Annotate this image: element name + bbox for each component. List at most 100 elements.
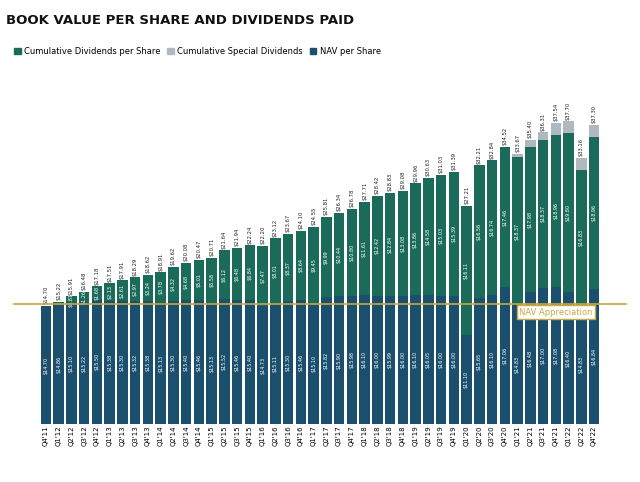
Text: $15.46: $15.46 bbox=[235, 353, 239, 371]
Text: $18.96: $18.96 bbox=[591, 204, 596, 221]
Bar bbox=[436, 175, 446, 295]
Text: $13.08: $13.08 bbox=[401, 235, 405, 252]
Text: $15.22: $15.22 bbox=[56, 282, 61, 300]
Text: $15.38: $15.38 bbox=[145, 354, 150, 371]
Text: $4.32: $4.32 bbox=[171, 277, 176, 291]
Bar bbox=[283, 234, 293, 301]
Text: $37.54: $37.54 bbox=[554, 103, 558, 121]
Text: $25.81: $25.81 bbox=[324, 197, 329, 215]
Text: $16.83: $16.83 bbox=[579, 229, 584, 246]
Bar bbox=[576, 305, 586, 424]
Bar bbox=[576, 158, 586, 170]
Text: $6.84: $6.84 bbox=[248, 266, 252, 280]
Text: $29.96: $29.96 bbox=[413, 163, 418, 182]
Bar bbox=[296, 230, 306, 300]
Text: $15.32: $15.32 bbox=[132, 354, 138, 371]
Bar bbox=[423, 295, 433, 424]
Bar bbox=[104, 283, 115, 301]
Bar bbox=[487, 161, 497, 295]
Text: $16.56: $16.56 bbox=[477, 223, 482, 241]
Text: $15.13: $15.13 bbox=[158, 355, 163, 372]
Bar bbox=[168, 301, 179, 424]
Bar bbox=[550, 134, 561, 287]
Bar bbox=[550, 287, 561, 424]
Bar bbox=[92, 286, 102, 300]
Text: $15.98: $15.98 bbox=[349, 351, 355, 368]
Bar bbox=[563, 134, 574, 293]
Bar bbox=[168, 267, 179, 301]
Text: $17.18: $17.18 bbox=[95, 266, 99, 284]
Bar bbox=[104, 301, 115, 424]
Bar bbox=[143, 275, 153, 301]
Text: $37.30: $37.30 bbox=[591, 105, 596, 123]
Text: $17.46: $17.46 bbox=[502, 208, 508, 226]
Bar bbox=[219, 299, 230, 424]
Bar bbox=[563, 121, 574, 134]
Text: $28.42: $28.42 bbox=[375, 176, 380, 194]
Text: $14.70: $14.70 bbox=[44, 286, 49, 305]
Text: $16.48: $16.48 bbox=[528, 349, 533, 366]
Bar bbox=[66, 296, 77, 303]
Text: $20.47: $20.47 bbox=[196, 240, 202, 258]
Bar bbox=[207, 258, 217, 303]
Text: $33.67: $33.67 bbox=[515, 134, 520, 152]
Bar bbox=[334, 213, 344, 296]
Bar bbox=[244, 300, 255, 424]
Bar bbox=[79, 302, 90, 424]
Text: $32.21: $32.21 bbox=[477, 146, 482, 164]
Text: $15.30: $15.30 bbox=[120, 354, 125, 371]
Text: $2.13: $2.13 bbox=[107, 285, 112, 299]
Bar bbox=[54, 305, 64, 424]
Bar bbox=[410, 184, 421, 295]
Bar bbox=[525, 147, 536, 292]
Text: $15.30: $15.30 bbox=[171, 354, 176, 371]
Bar bbox=[500, 287, 510, 424]
Text: $21.64: $21.64 bbox=[222, 230, 227, 249]
Text: $15.46: $15.46 bbox=[298, 353, 303, 371]
Text: $18.62: $18.62 bbox=[145, 254, 150, 273]
Text: $15.10: $15.10 bbox=[311, 355, 316, 372]
Text: $22.24: $22.24 bbox=[248, 226, 252, 244]
Text: $35.40: $35.40 bbox=[528, 120, 533, 138]
Text: $6.12: $6.12 bbox=[222, 268, 227, 282]
Text: $16.11: $16.11 bbox=[464, 262, 469, 279]
Text: $15.39: $15.39 bbox=[451, 225, 456, 242]
Bar bbox=[296, 300, 306, 424]
Text: $15.65: $15.65 bbox=[477, 353, 482, 370]
Text: $15.38: $15.38 bbox=[107, 354, 112, 371]
Text: $15.13: $15.13 bbox=[209, 355, 214, 372]
Text: $14.83: $14.83 bbox=[515, 356, 520, 373]
Text: $15.40: $15.40 bbox=[248, 354, 252, 371]
Bar bbox=[270, 239, 280, 303]
Bar bbox=[449, 172, 459, 295]
Bar bbox=[194, 260, 204, 300]
Text: $20.71: $20.71 bbox=[209, 238, 214, 256]
Text: $16.10: $16.10 bbox=[413, 351, 418, 368]
Bar bbox=[461, 205, 472, 335]
Bar bbox=[360, 201, 370, 295]
Text: $30.63: $30.63 bbox=[426, 159, 431, 176]
Text: $16.84: $16.84 bbox=[591, 348, 596, 365]
Bar bbox=[130, 301, 140, 424]
Text: $9.45: $9.45 bbox=[311, 258, 316, 272]
Text: $17.98: $17.98 bbox=[528, 211, 533, 228]
Bar bbox=[360, 295, 370, 424]
Text: $18.37: $18.37 bbox=[541, 205, 545, 222]
Text: $12.42: $12.42 bbox=[375, 237, 380, 254]
Text: $15.03: $15.03 bbox=[438, 227, 444, 244]
Bar bbox=[232, 248, 243, 300]
Text: $7.47: $7.47 bbox=[260, 269, 265, 283]
Text: $16.10: $16.10 bbox=[490, 351, 495, 368]
Text: $27.21: $27.21 bbox=[464, 186, 469, 204]
Bar bbox=[513, 158, 523, 305]
Bar bbox=[156, 272, 166, 303]
Bar bbox=[589, 124, 599, 136]
Text: $24.10: $24.10 bbox=[298, 211, 303, 229]
Text: $15.11: $15.11 bbox=[273, 355, 278, 372]
Bar bbox=[308, 227, 319, 303]
Text: $6.48: $6.48 bbox=[235, 267, 239, 281]
Text: $16.00: $16.00 bbox=[438, 351, 444, 368]
Text: $14.86: $14.86 bbox=[56, 356, 61, 373]
Bar bbox=[423, 178, 433, 295]
Bar bbox=[244, 245, 255, 300]
